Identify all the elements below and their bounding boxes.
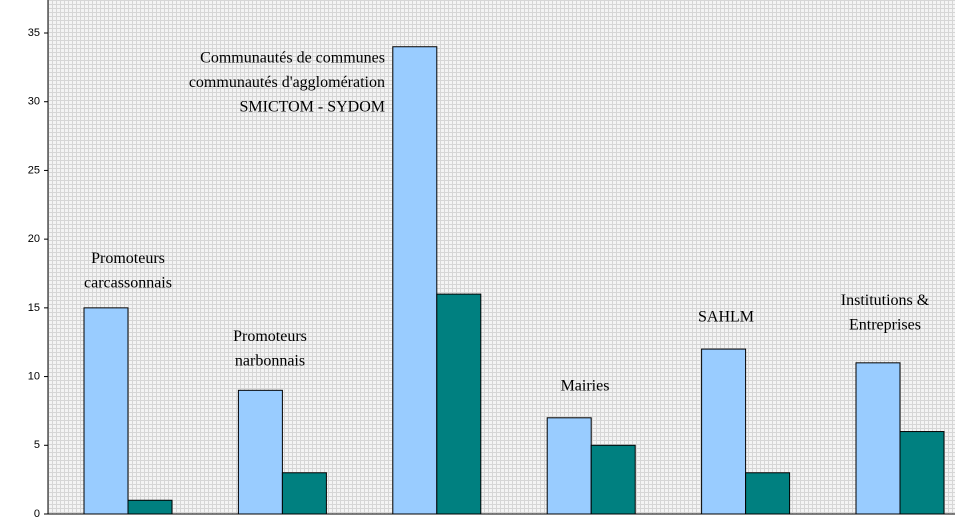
bar [899, 431, 945, 515]
y-tick-label: 20 [28, 233, 40, 245]
y-tick-label: 10 [28, 370, 40, 382]
category-label: Institutions & [841, 292, 930, 309]
category-label: narbonnais [235, 353, 305, 370]
y-tick-label: 15 [28, 302, 40, 314]
category-label: Communautés de communes [200, 50, 385, 67]
bar [590, 444, 636, 515]
bar [392, 46, 438, 515]
y-tick-label: 35 [28, 27, 40, 39]
bar [546, 417, 592, 515]
bar [745, 472, 791, 515]
plot-background [48, 0, 955, 514]
bar [281, 472, 327, 515]
y-tick-label: 30 [28, 96, 40, 108]
category-label: carcassonnais [84, 275, 172, 292]
bar [127, 499, 173, 515]
bar [855, 362, 901, 515]
y-tick-label: 5 [34, 439, 40, 451]
bar [83, 307, 129, 515]
category-label: Mairies [561, 378, 610, 395]
category-label: SAHLM [698, 309, 754, 326]
category-label: communautés d'agglomération [189, 74, 385, 91]
bar [701, 348, 747, 515]
category-label: SMICTOM - SYDOM [239, 99, 385, 116]
y-tick-label: 25 [28, 164, 40, 176]
category-label: Entreprises [849, 317, 921, 334]
category-label: Promoteurs [233, 328, 307, 345]
bar [237, 389, 283, 515]
bar [436, 293, 482, 515]
category-label: Promoteurs [91, 250, 165, 267]
y-tick-label: 0 [34, 508, 40, 517]
